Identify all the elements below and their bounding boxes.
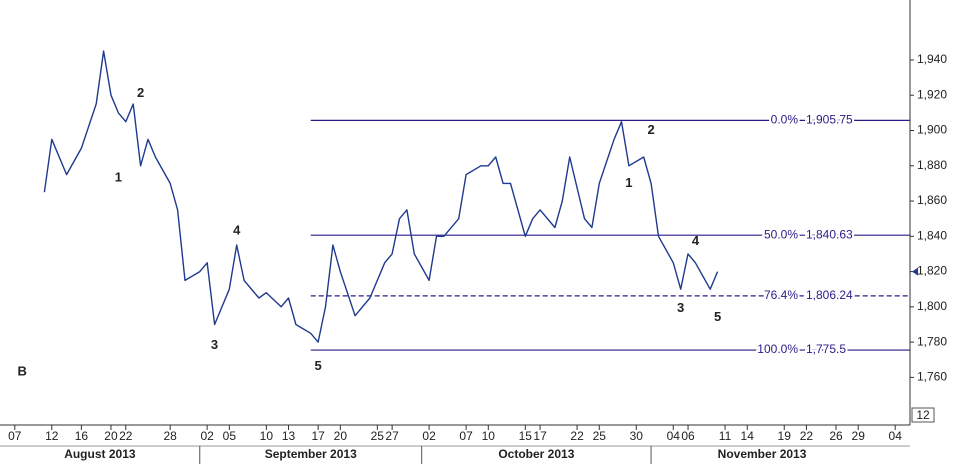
y-tick-label: 1,860 [917,193,947,207]
x-tick-label: 16 [75,429,89,443]
wave-label: 1 [625,175,632,190]
fib-percent: 100.0% [757,342,798,356]
x-tick-label: 20 [104,429,118,443]
x-tick-label: 11 [719,429,732,443]
y-tick-label: 1,840 [917,228,947,242]
fib-percent: 76.4% [764,288,798,302]
x-tick-label: 20 [334,429,348,443]
x-tick-label: 19 [778,429,792,443]
fib-value: 1,840.63 [806,227,853,241]
x-tick-label: 17 [533,429,547,443]
wave-label: B [17,364,26,379]
y-tick-label: 1,920 [917,87,947,101]
wave-label: 3 [211,337,218,352]
x-tick-label: 14 [741,429,755,443]
x-tick-label: 27 [385,429,399,443]
fib-value: 1,806.24 [806,288,853,302]
wave-label: 2 [647,122,654,137]
x-tick-label: 22 [570,429,584,443]
fib-value: 1,905.75 [806,113,853,127]
y-tick-label: 1,800 [917,299,947,313]
x-tick-label: 02 [422,429,436,443]
x-tick-label: 04 [667,429,681,443]
axis-badge: 12 [916,408,930,422]
month-label: October 2013 [498,447,574,461]
x-tick-label: 02 [200,429,214,443]
month-label: September 2013 [265,447,357,461]
wave-label: 5 [315,358,322,373]
axis-badge-box [911,407,935,423]
y-tick-label: 1,780 [917,334,947,348]
x-tick-label: 25 [593,429,607,443]
y-tick-label: 1,760 [917,370,947,384]
x-tick-label: 29 [852,429,866,443]
y-tick-label: 1,820 [917,264,947,278]
x-tick-label: 22 [119,429,133,443]
x-tick-label: 07 [8,429,22,443]
fib-percent: 50.0% [764,227,798,241]
x-tick-label: 13 [282,429,296,443]
x-tick-label: 10 [260,429,274,443]
x-tick-label: 28 [163,429,177,443]
last-price-marker [912,267,918,276]
x-tick-label: 17 [311,429,325,443]
y-tick-label: 1,880 [917,158,947,172]
month-label: August 2013 [64,447,136,461]
x-tick-label: 07 [459,429,473,443]
x-tick-label: 26 [829,429,843,443]
wave-label: 3 [677,300,684,315]
x-tick-label: 12 [45,429,59,443]
x-tick-label: 25 [371,429,385,443]
wave-label: 4 [233,222,241,237]
x-tick-label: 05 [223,429,237,443]
fib-value: 1,775.5 [806,342,846,356]
x-tick-label: 22 [800,429,814,443]
y-tick-label: 1,900 [917,123,947,137]
price-line [43,50,719,343]
x-tick-label: 10 [482,429,496,443]
month-label: November 2013 [718,447,807,461]
wave-label: 5 [714,309,721,324]
fib-percent: 0.0% [771,113,799,127]
y-tick-label: 1,940 [917,52,947,66]
x-tick-label: 30 [630,429,644,443]
wave-label: 1 [115,170,122,185]
x-tick-label: 06 [681,429,695,443]
wave-label: 4 [692,233,700,248]
wave-label: 2 [137,85,144,100]
x-tick-label: 04 [889,429,903,443]
x-tick-label: 15 [519,429,533,443]
